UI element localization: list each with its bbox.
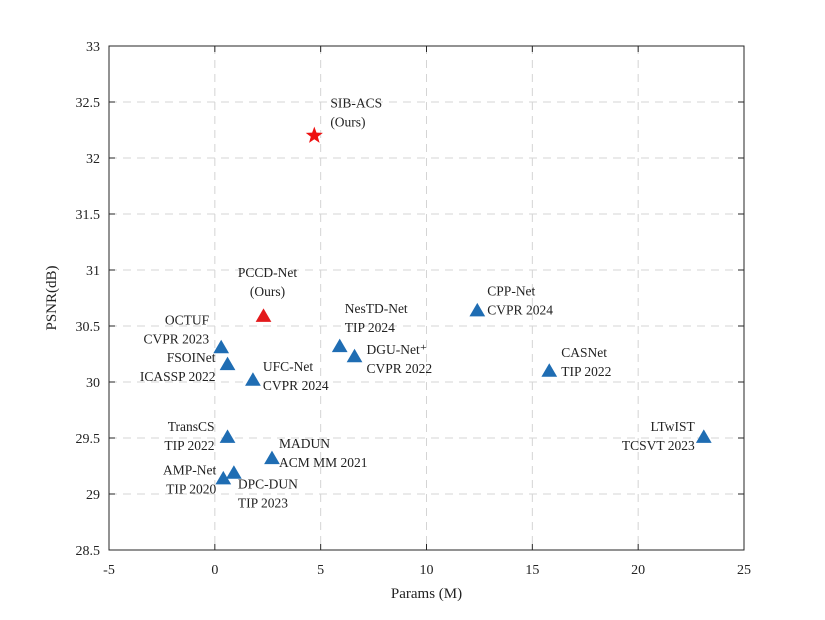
y-tick-label: 29 — [86, 488, 100, 503]
label-madun: MADUN ACM MM 2021 — [279, 436, 368, 470]
x-tick-label: -5 — [103, 563, 115, 578]
y-tick-label: 28.5 — [76, 544, 101, 559]
x-tick-label: 10 — [420, 563, 434, 578]
label-amp-net: AMP-Net TIP 2020 — [163, 462, 216, 496]
point-dgu-net — [346, 348, 363, 363]
label-dpc-dun: DPC-DUN TIP 2023 — [238, 477, 298, 511]
label-pccd-net: PCCD-Net (Ours) — [238, 265, 298, 299]
point-amp-net — [215, 470, 232, 485]
x-tick-label: 0 — [211, 563, 218, 578]
x-tick-label: 15 — [525, 563, 539, 578]
label-octuf: OCTUF CVPR 2023 — [144, 312, 210, 346]
x-tick-label: 5 — [317, 563, 324, 578]
point-casnet — [541, 363, 558, 377]
label-sib-acs: SIB-ACS (Ours) — [330, 96, 382, 130]
y-tick-label: 33 — [86, 40, 100, 55]
y-tick-label: 30 — [86, 376, 100, 391]
y-tick-label: 31.5 — [76, 208, 101, 223]
point-nestd-net — [331, 338, 348, 353]
grid — [109, 46, 744, 550]
label-dgu-net: DGU-Net⁺ CVPR 2022 — [367, 342, 433, 376]
point-fsoinet — [219, 356, 236, 371]
y-tick-label: 32 — [86, 152, 100, 167]
axis-ticks: -5 0 5 10 15 20 25 28.5 29 29.5 30 30.5 31 31.5 32 32.5… — [76, 40, 752, 578]
point-pccd-net — [255, 308, 272, 322]
point-ltwist — [695, 429, 712, 443]
point-sib-acs — [305, 126, 323, 143]
label-ufc-net: UFC-Net CVPR 2024 — [263, 359, 329, 393]
label-transcs: TransCS TIP 2022 — [164, 419, 214, 453]
point-madun — [264, 450, 280, 465]
point-labels: SIB-ACS (Ours) PCCD-Net (Ours) OCTUF CVPR 202… — [140, 96, 696, 511]
label-cpp-net: CPP-Net CVPR 2024 — [487, 283, 553, 317]
point-octuf — [213, 339, 230, 354]
point-cpp-net — [469, 302, 486, 317]
label-casnet: CASNet TIP 2022 — [561, 345, 611, 379]
point-transcs — [219, 429, 236, 443]
y-tick-label: 31 — [86, 264, 100, 279]
label-nestd-net: NesTD-Net TIP 2024 — [345, 301, 408, 335]
point-ufc-net — [245, 372, 261, 386]
y-axis-label: PSNR(dB) — [44, 265, 60, 330]
y-tick-label: 30.5 — [76, 320, 101, 335]
y-tick-label: 29.5 — [76, 432, 101, 447]
x-tick-label: 25 — [737, 563, 751, 578]
x-axis-label: Params (M) — [391, 586, 462, 602]
data-points — [213, 126, 712, 485]
label-fsoinet: FSOINet ICASSP 2022 — [140, 350, 216, 384]
point-dpc-dun — [226, 465, 242, 479]
label-ltwist: LTwIST TCSVT 2023 — [622, 419, 696, 453]
y-tick-label: 32.5 — [76, 96, 101, 111]
x-tick-label: 20 — [631, 563, 645, 578]
